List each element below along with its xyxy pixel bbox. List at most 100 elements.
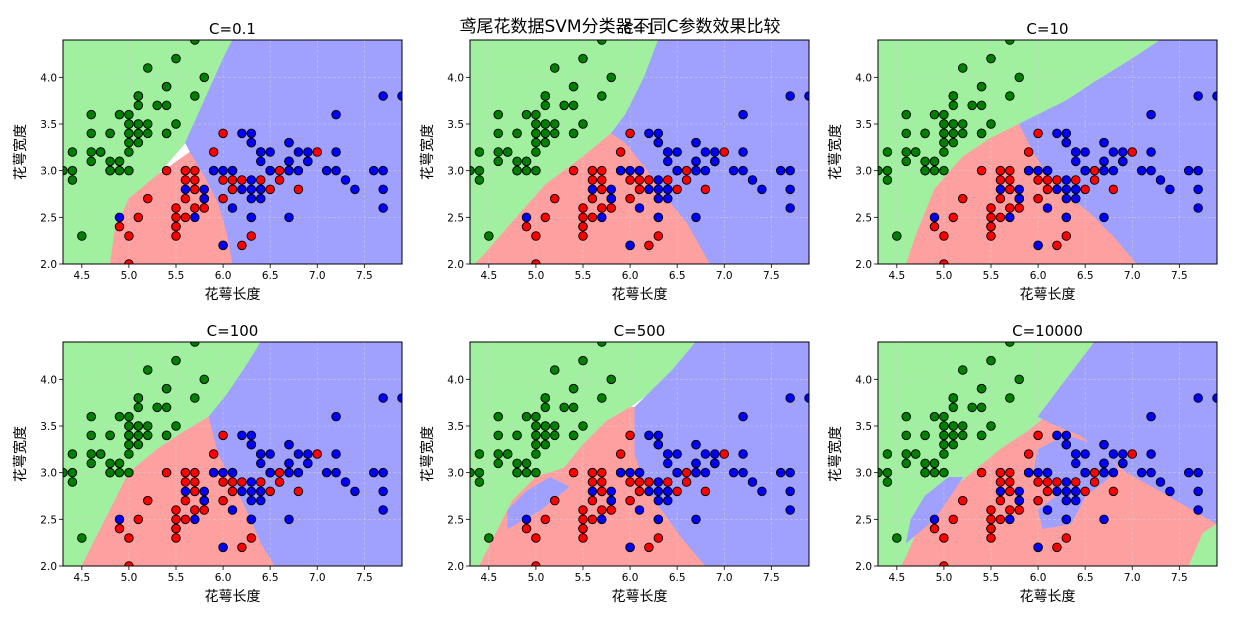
x-axis-label: 花萼长度	[1020, 589, 1076, 605]
point-virginica	[1014, 184, 1025, 195]
point-setosa	[124, 449, 134, 459]
point-virginica	[1155, 477, 1166, 487]
point-setosa	[521, 165, 532, 176]
point-virginica	[378, 184, 388, 195]
point-setosa	[958, 421, 968, 431]
y-tick-label: 2.0	[447, 561, 464, 573]
point-setosa	[929, 458, 940, 469]
point-virginica	[785, 505, 795, 515]
point-setosa	[550, 365, 560, 375]
point-setosa	[929, 109, 940, 120]
point-setosa	[77, 231, 87, 241]
point-virginica	[1099, 467, 1109, 478]
point-versicolor	[939, 533, 949, 543]
y-tick-label: 3.5	[447, 421, 464, 433]
point-versicolor	[681, 477, 692, 487]
y-tick-label: 2.0	[40, 561, 57, 573]
point-virginica	[587, 184, 598, 195]
point-virginica	[653, 439, 664, 450]
point-virginica	[237, 430, 247, 441]
point-virginica	[378, 467, 388, 478]
point-virginica	[1136, 165, 1147, 176]
point-setosa	[920, 458, 930, 469]
point-virginica	[1061, 193, 1072, 204]
point-virginica	[284, 514, 294, 525]
point-setosa	[958, 430, 968, 441]
point-setosa	[142, 430, 153, 441]
point-virginica	[776, 165, 786, 176]
point-setosa	[882, 175, 893, 185]
y-tick-label: 3.0	[447, 468, 464, 480]
point-virginica	[653, 175, 664, 185]
point-versicolor	[293, 486, 304, 497]
point-virginica	[256, 458, 266, 469]
point-virginica	[1146, 449, 1156, 459]
point-setosa	[948, 402, 959, 413]
point-virginica	[208, 467, 219, 478]
point-versicolor	[578, 231, 588, 241]
axes-frame	[469, 341, 810, 567]
point-versicolor	[976, 467, 987, 478]
y-tick-label: 2.5	[40, 212, 57, 224]
point-virginica	[1061, 439, 1072, 450]
point-setosa	[606, 374, 617, 385]
point-versicolor	[133, 514, 144, 525]
point-versicolor	[939, 561, 949, 566]
point-setosa	[531, 411, 541, 422]
point-virginica	[1014, 495, 1025, 506]
point-setosa	[559, 100, 569, 111]
point-virginica	[521, 514, 532, 525]
point-setosa	[986, 355, 996, 366]
x-tick-label: 7.5	[356, 572, 373, 584]
y-tick-label: 2.0	[40, 259, 57, 271]
point-setosa	[540, 137, 551, 148]
x-tick-label: 5.0	[936, 270, 953, 282]
point-virginica	[653, 184, 664, 195]
point-setosa	[976, 383, 987, 394]
point-virginica	[1052, 430, 1062, 441]
point-setosa	[86, 156, 96, 167]
point-setosa	[578, 119, 588, 129]
point-versicolor	[190, 505, 200, 515]
x-tick-label: 5.0	[121, 572, 138, 584]
point-versicolor	[1005, 467, 1015, 478]
point-setosa	[105, 156, 115, 167]
point-versicolor	[597, 203, 607, 213]
x-tick-label: 7.0	[309, 270, 326, 282]
point-setosa	[986, 421, 996, 431]
point-versicolor	[995, 193, 1006, 204]
point-versicolor	[587, 477, 598, 487]
point-virginica	[331, 147, 341, 157]
point-versicolor	[672, 486, 682, 497]
point-virginica	[757, 184, 767, 195]
point-virginica	[256, 495, 266, 506]
point-virginica	[1061, 430, 1072, 441]
point-setosa	[531, 109, 541, 120]
point-versicolor	[180, 495, 191, 506]
point-virginica	[1070, 486, 1081, 497]
axes-frame	[877, 341, 1218, 567]
point-setosa	[939, 165, 949, 176]
point-setosa	[939, 439, 949, 450]
x-tick-label: 5.0	[528, 270, 545, 282]
point-virginica	[246, 486, 257, 497]
point-setosa	[67, 175, 78, 185]
x-tick-label: 7.5	[763, 572, 780, 584]
point-setosa	[948, 393, 959, 403]
point-versicolor	[939, 259, 949, 264]
point-versicolor	[625, 430, 635, 441]
x-tick-label: 6.0	[215, 270, 232, 282]
point-versicolor	[1014, 203, 1025, 213]
y-tick-label: 3.5	[447, 119, 464, 131]
point-setosa	[86, 147, 96, 157]
point-versicolor	[124, 561, 134, 566]
y-axis-label: 花萼宽度	[827, 124, 844, 180]
point-virginica	[1070, 184, 1081, 195]
y-tick-label: 4.0	[40, 72, 57, 84]
point-virginica	[710, 458, 720, 469]
point-setosa	[1005, 91, 1015, 101]
point-versicolor	[218, 477, 228, 487]
point-versicolor	[597, 165, 607, 176]
point-virginica	[265, 449, 275, 459]
